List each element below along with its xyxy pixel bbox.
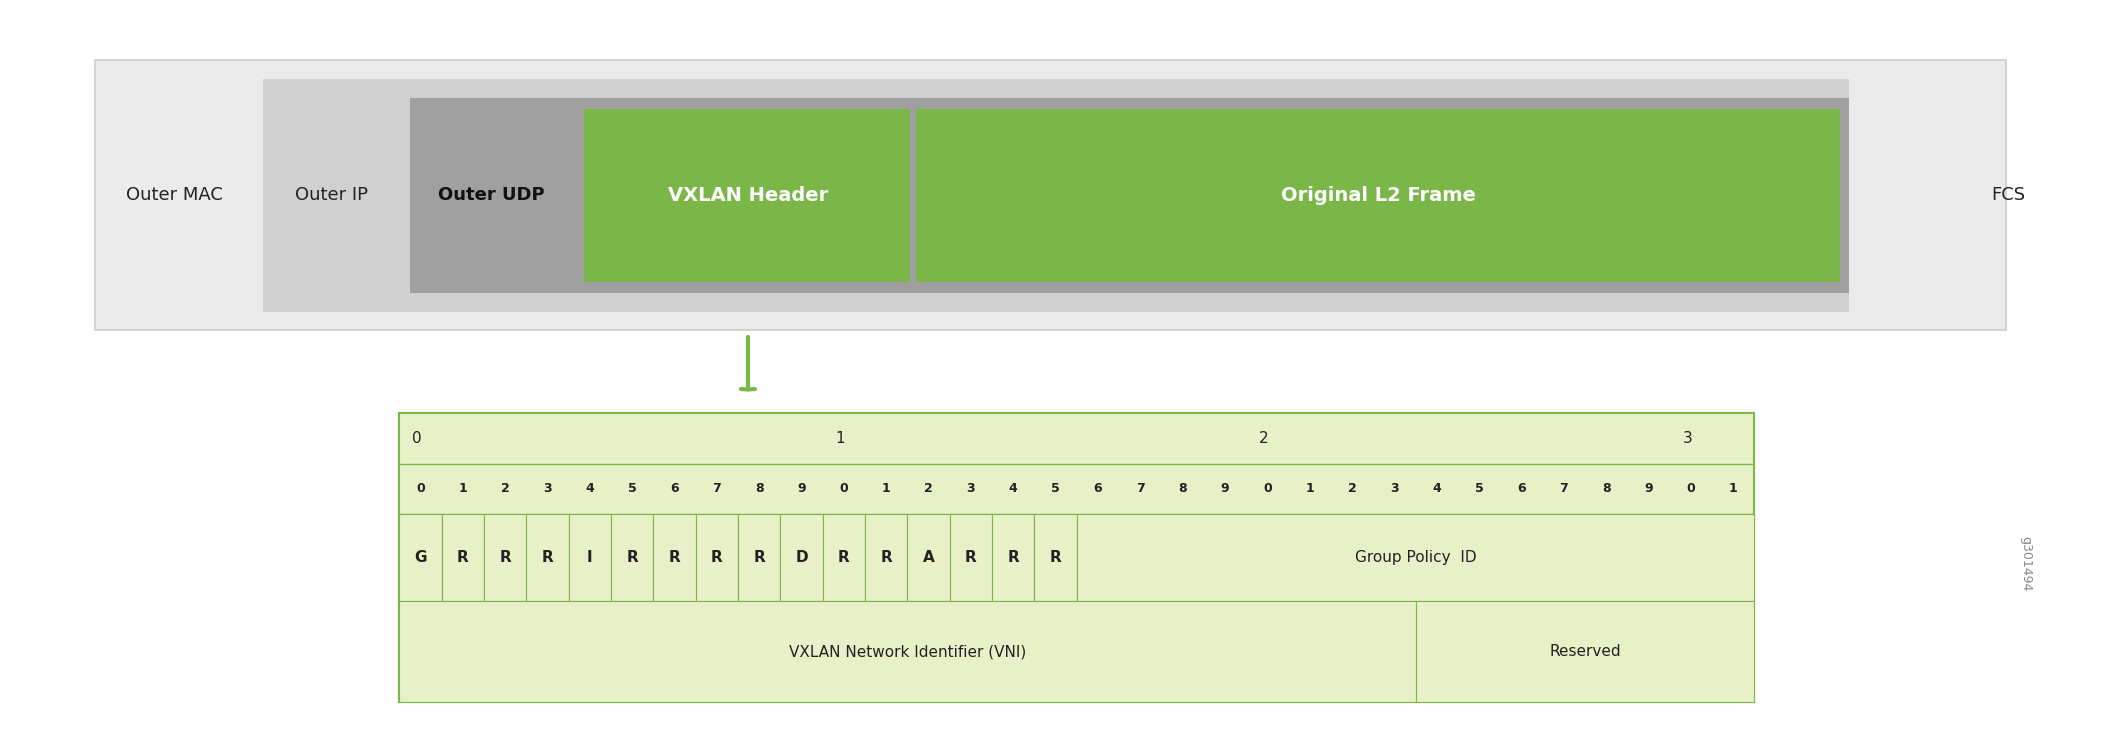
Bar	[653, 514, 695, 601]
Text: 5: 5	[1475, 482, 1483, 496]
Bar	[263, 79, 1849, 312]
Text: 4: 4	[1433, 482, 1441, 496]
Text: R: R	[1050, 550, 1061, 565]
Text: 2: 2	[500, 482, 508, 496]
Bar	[992, 514, 1034, 601]
Text: 1: 1	[458, 482, 466, 496]
Bar	[525, 514, 569, 601]
Bar	[410, 98, 1849, 293]
Bar	[1416, 601, 1754, 702]
Text: 1: 1	[882, 482, 891, 496]
Text: 9: 9	[1221, 482, 1229, 496]
Text: D: D	[794, 550, 807, 565]
Text: 6: 6	[1517, 482, 1525, 496]
Bar	[916, 109, 1840, 282]
Text: 6: 6	[670, 482, 679, 496]
Text: 3: 3	[542, 482, 553, 496]
Text: R: R	[880, 550, 893, 565]
Text: 7: 7	[1559, 482, 1567, 496]
Text: 0: 0	[416, 482, 424, 496]
Bar	[866, 514, 908, 601]
Text: 1: 1	[836, 431, 845, 446]
Bar	[441, 514, 483, 601]
Text: 8: 8	[1601, 482, 1611, 496]
Text: 5: 5	[628, 482, 637, 496]
Text: G: G	[414, 550, 427, 565]
Text: R: R	[964, 550, 977, 565]
Text: 1: 1	[1729, 482, 1738, 496]
Bar	[779, 514, 824, 601]
Text: 4: 4	[1008, 482, 1017, 496]
Text: Reserved: Reserved	[1548, 644, 1620, 659]
Text: 2: 2	[924, 482, 933, 496]
Text: Group Policy  ID: Group Policy ID	[1355, 550, 1477, 565]
Text: 7: 7	[712, 482, 721, 496]
Text: 5: 5	[1050, 482, 1061, 496]
Text: R: R	[1006, 550, 1019, 565]
Text: 6: 6	[1095, 482, 1103, 496]
Bar	[584, 109, 910, 282]
Bar	[399, 514, 441, 601]
Text: FCS: FCS	[1992, 186, 2025, 204]
Bar	[95, 60, 2006, 330]
Text: I: I	[586, 550, 592, 565]
Text: 4: 4	[586, 482, 595, 496]
Text: R: R	[456, 550, 469, 565]
Bar	[950, 514, 992, 601]
Text: R: R	[838, 550, 849, 565]
Text: Outer IP: Outer IP	[296, 186, 368, 204]
Text: 3: 3	[1683, 431, 1691, 446]
Bar	[483, 514, 525, 601]
Bar	[824, 514, 866, 601]
Text: R: R	[668, 550, 681, 565]
Text: 0: 0	[412, 431, 422, 446]
Text: 9: 9	[796, 482, 807, 496]
Text: 3: 3	[966, 482, 975, 496]
Text: Original L2 Frame: Original L2 Frame	[1282, 185, 1475, 205]
Text: Outer MAC: Outer MAC	[126, 186, 223, 204]
Text: 8: 8	[754, 482, 763, 496]
Bar	[399, 413, 1754, 702]
Text: R: R	[754, 550, 765, 565]
Text: 2: 2	[1258, 431, 1269, 446]
Text: R: R	[542, 550, 553, 565]
Text: R: R	[626, 550, 639, 565]
Bar	[908, 514, 950, 601]
Bar	[569, 514, 611, 601]
Text: VXLAN Header: VXLAN Header	[668, 185, 828, 205]
Text: R: R	[500, 550, 511, 565]
Bar	[1034, 514, 1078, 601]
Text: 0: 0	[840, 482, 849, 496]
Text: R: R	[710, 550, 723, 565]
Text: 9: 9	[1645, 482, 1653, 496]
Bar	[611, 514, 653, 601]
Text: 7: 7	[1137, 482, 1145, 496]
Text: 8: 8	[1179, 482, 1187, 496]
Text: 0: 0	[1263, 482, 1271, 496]
Text: 0: 0	[1687, 482, 1696, 496]
Text: g301494: g301494	[2019, 535, 2032, 591]
Bar	[737, 514, 779, 601]
Text: 1: 1	[1305, 482, 1313, 496]
Bar	[1076, 514, 1754, 601]
Text: VXLAN Network Identifier (VNI): VXLAN Network Identifier (VNI)	[788, 644, 1025, 659]
Bar	[399, 601, 1416, 702]
Text: 2: 2	[1347, 482, 1357, 496]
Text: Outer UDP: Outer UDP	[439, 186, 544, 204]
Text: 3: 3	[1391, 482, 1399, 496]
Bar	[695, 514, 737, 601]
Text: A: A	[922, 550, 935, 565]
